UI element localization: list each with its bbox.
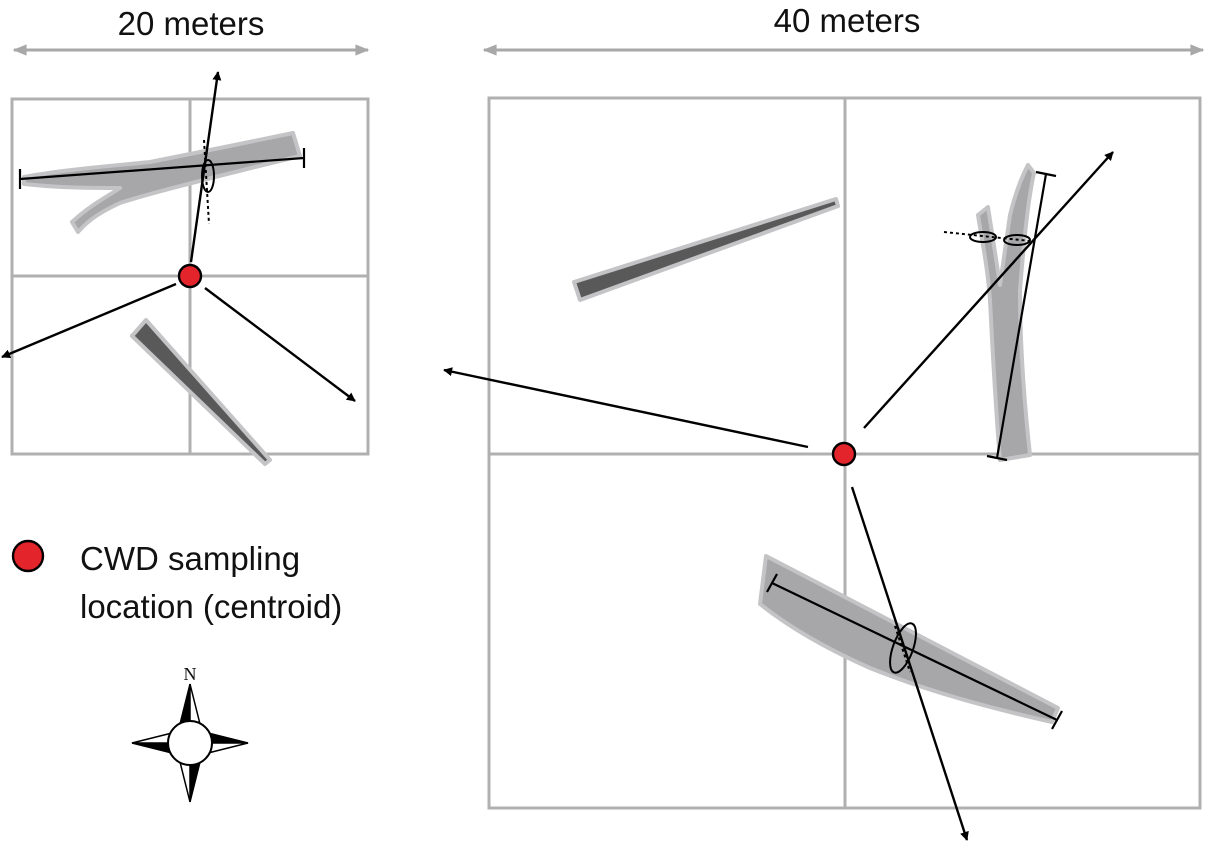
- small-plot-centroid-marker: [177, 263, 203, 289]
- compass-center: [167, 720, 213, 766]
- large-y-shaped-log: [976, 163, 1036, 462]
- scale-label-40m: 40 meters: [774, 2, 921, 39]
- large-transect-northeast: [863, 151, 1114, 429]
- legend-label-line2: location (centroid): [80, 588, 342, 625]
- large-lower-diameter-ellipse: [889, 622, 917, 674]
- scale-label-20m: 20 meters: [118, 5, 265, 42]
- large-plot: [443, 96, 1202, 841]
- small-dotted-line: [203, 139, 210, 225]
- compass-rose-icon: N: [131, 664, 249, 803]
- small-transect-southeast: [204, 287, 356, 402]
- large-y-measure-cap-bottom: [986, 454, 1008, 462]
- small-diameter-ellipse: [201, 159, 215, 193]
- large-lower-measure-cap-right: [1051, 710, 1063, 730]
- large-lower-log: [758, 554, 1060, 724]
- scale-bar-40m: 40 meters: [482, 2, 1205, 56]
- large-lower-measure-cap-left: [766, 573, 778, 593]
- legend-centroid-marker: [11, 539, 45, 573]
- large-y-measure-cap-top: [1035, 170, 1057, 178]
- small-measure-line: [19, 156, 305, 181]
- large-y-dotted-line: [943, 231, 1031, 242]
- legend-label-line1: CWD sampling: [80, 540, 300, 577]
- large-transect-south: [850, 486, 969, 841]
- large-y-measure-line: [995, 173, 1048, 459]
- small-dark-log: [130, 318, 272, 466]
- small-forked-log: [22, 131, 302, 234]
- legend: CWD sampling location (centroid): [11, 539, 342, 625]
- compass-north-label: N: [184, 664, 197, 684]
- large-y-ellipse-left: [969, 231, 997, 243]
- large-lower-dotted-line: [894, 625, 911, 673]
- large-plot-centroid-marker: [831, 441, 857, 467]
- large-lower-measure-line: [771, 582, 1058, 721]
- small-plot: [1, 71, 370, 466]
- small-transect-west: [1, 282, 177, 359]
- large-dark-log: [572, 197, 840, 302]
- scale-bar-20m: 20 meters: [12, 5, 370, 56]
- small-transect-north: [189, 71, 222, 263]
- large-transect-west: [443, 367, 809, 449]
